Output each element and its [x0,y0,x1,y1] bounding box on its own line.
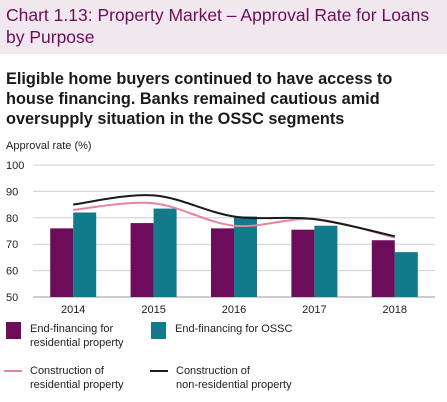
bar-2014 [50,228,74,297]
legend-label: Construction of non-residential property [176,365,292,391]
series-line [73,194,396,238]
y-tick-label: 100 [6,160,24,172]
bar-2017 [291,229,315,297]
y-tick-label: 50 [6,292,18,304]
x-tick-label: 2017 [302,304,326,316]
bar-2015 [130,223,154,297]
y-tick-label: 90 [6,186,18,198]
bar-2018 [371,240,395,297]
chart-subtitle: Eligible home buyers continued to have a… [6,70,393,128]
legend-swatch [6,322,21,339]
legend-swatch [150,370,168,372]
legend-item-construction-residential: Construction of residential property [4,364,124,392]
x-tick-label: 2014 [61,304,85,316]
y-tick-label: 80 [6,213,18,225]
legend-swatch [4,370,22,372]
y-axis-title: Approval rate (%) [6,140,92,152]
bar-2017 [314,225,338,297]
chart-title: Chart 1.13: Property Market – Approval R… [6,5,430,47]
legend-swatch [151,322,166,339]
chart-header: Chart 1.13: Property Market – Approval R… [0,0,447,54]
bar-2018 [394,252,418,297]
y-tick-label: 60 [6,266,18,278]
legend-label: End-financing for OSSC [175,323,293,335]
y-tick-label: 70 [6,239,18,251]
legend-label: Construction of residential property [30,365,124,391]
bar-2016 [211,228,234,297]
x-tick-label: 2016 [222,304,246,316]
legend-label: End-financing for residential property [30,323,124,349]
x-tick-label: 2018 [383,304,407,316]
x-tick-label: 2015 [141,304,165,316]
bar-2015 [153,208,177,297]
legend-item-end-financing-ossc: End-financing for OSSC [151,322,292,339]
legend-item-construction-non-residential: Construction of non-residential property [150,364,292,392]
bar-2016 [234,216,257,297]
legend-item-end-financing-residential: End-financing for residential property [6,322,124,350]
bar-2014 [73,212,97,297]
